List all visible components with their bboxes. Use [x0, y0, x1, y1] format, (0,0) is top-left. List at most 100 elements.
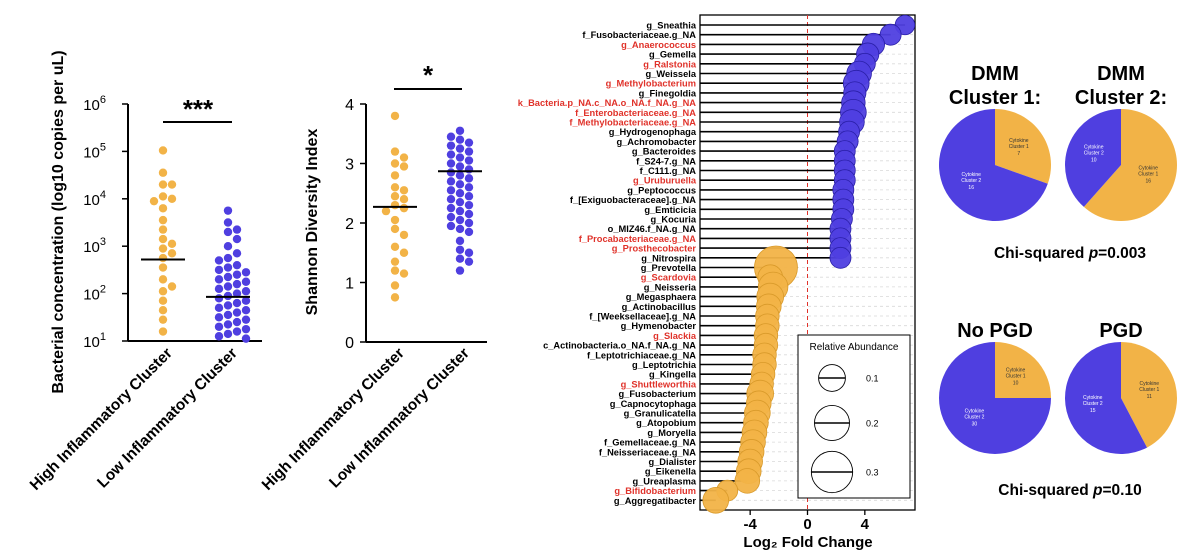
taxon-label: g_Actinobacillus	[622, 302, 696, 312]
pie-slice	[1083, 109, 1177, 221]
lollipop-dot	[702, 486, 730, 514]
data-point	[455, 266, 465, 275]
pie-slice-label: Cluster 1	[1139, 387, 1159, 393]
lollipop-dot	[734, 468, 761, 494]
y-tick-label: 4	[345, 97, 354, 114]
data-point	[158, 168, 168, 177]
pie-slice-label: Cluster 1	[1006, 373, 1026, 379]
pie-title: DMM	[1097, 63, 1145, 85]
data-point	[158, 180, 168, 189]
taxon-label: g_Moryella	[647, 428, 696, 438]
pie-slice-label: Cytokine	[1140, 381, 1160, 387]
data-point	[149, 196, 159, 206]
data-point	[455, 254, 465, 263]
data-point	[390, 171, 400, 180]
data-point	[455, 189, 465, 198]
data-point	[241, 268, 251, 277]
tick-exponent: 2	[100, 284, 106, 296]
data-point	[232, 327, 242, 336]
pie-slice-label: Cytokine	[1083, 395, 1103, 401]
tick-exponent: 6	[100, 94, 106, 106]
data-point	[464, 147, 474, 156]
taxon-label: g_Weissela	[646, 69, 697, 79]
taxon-label: g_Methylobacterium	[606, 79, 696, 89]
taxon-label: c_Actinobacteria.o_NA.f_NA.g_NA	[543, 341, 696, 351]
taxon-label: f_S24-7.g_NA	[636, 156, 696, 166]
y-tick-label: 3	[345, 157, 354, 174]
pie-slice	[995, 342, 1051, 398]
data-point	[232, 260, 242, 270]
taxon-label: g_Neisseria	[644, 282, 697, 292]
data-point	[158, 244, 168, 253]
data-point	[464, 257, 474, 266]
chi-squared-bottom: Chi-squared p=0.10	[998, 482, 1141, 499]
tick-exponent: 3	[100, 236, 106, 248]
data-point	[399, 269, 409, 278]
taxon-label: f_Procabacteriaceae.g_NA	[579, 234, 697, 244]
data-point	[399, 162, 409, 171]
tick-exponent: 5	[100, 141, 106, 153]
taxon-label: f_Leptotrichiaceae.g_NA	[587, 350, 696, 360]
data-point	[446, 168, 456, 177]
pie-slice-value: 10	[1091, 158, 1097, 164]
pie-slice-label: Cytokine	[965, 409, 985, 415]
data-point	[464, 209, 474, 219]
data-point	[464, 218, 474, 228]
x-axis-title: Log₂ Fold Change	[743, 534, 872, 551]
taxon-label: g_Capnocytophaga	[610, 399, 697, 409]
taxon-label: g_Bifidobacterium	[614, 486, 696, 496]
data-point	[455, 197, 465, 207]
taxon-label: g_Ralstonia	[643, 59, 697, 69]
taxon-label: f_C111.g_NA	[640, 166, 697, 176]
tick-base: 10	[83, 144, 100, 161]
data-point	[158, 215, 168, 225]
data-point	[446, 150, 456, 159]
taxon-label: f_Methylobacteriaceae.g_NA	[569, 118, 696, 128]
taxon-label: f_[Exiguobacteraceae].g_NA	[570, 195, 696, 205]
data-point	[464, 192, 474, 201]
significance-stars: ***	[183, 94, 214, 124]
pie-slice	[1121, 342, 1178, 448]
taxon-label: o_MIZ46.f_NA.g_NA	[608, 224, 697, 234]
data-point	[167, 180, 177, 189]
data-point	[390, 159, 400, 168]
data-point	[214, 332, 224, 341]
data-point	[241, 277, 251, 286]
data-point	[455, 224, 465, 234]
y-tick-label: 105	[83, 141, 106, 161]
data-point	[214, 322, 224, 331]
taxon-label: g_Kingella	[649, 370, 697, 380]
x-tick-label: 0	[803, 516, 811, 533]
y-tick-label: 103	[83, 236, 106, 256]
x-category-label: Low Inflammatory Cluster	[94, 345, 241, 492]
y-tick-label: 0	[345, 335, 354, 352]
data-point	[455, 245, 465, 254]
tick-base: 10	[83, 287, 100, 304]
taxon-label: f_Enterobacteriaceae.g_NA	[575, 108, 696, 118]
legend-box	[797, 334, 911, 499]
data-point	[223, 320, 233, 329]
y-tick-label: 106	[83, 94, 106, 114]
data-point	[223, 227, 233, 237]
taxon-label: g_Ureaplasma	[632, 476, 696, 486]
data-point	[241, 324, 251, 334]
data-point	[390, 293, 400, 302]
taxon-label: g_Prevotella	[641, 263, 697, 273]
data-point	[241, 287, 251, 296]
taxon-label: g_Leptotrichia	[632, 360, 697, 370]
legend-label: 0.1	[866, 374, 879, 384]
data-point	[464, 156, 474, 165]
pie-slice-label: Cluster 2	[1084, 151, 1104, 157]
taxon-label: g_Aggregatibacter	[614, 496, 697, 506]
pie-title: DMM	[971, 63, 1019, 85]
pie-slice	[939, 342, 1051, 454]
data-point	[241, 334, 251, 343]
taxon-label: f_Neisseriaceae.g_NA	[599, 447, 696, 457]
data-point	[390, 224, 400, 234]
data-point	[223, 206, 233, 215]
y-tick-label: 2	[345, 216, 354, 233]
pie-slice-value: 11	[1147, 394, 1152, 400]
lollipop-dot	[879, 23, 902, 46]
pie-slice-label: Cytokine	[1139, 165, 1159, 171]
